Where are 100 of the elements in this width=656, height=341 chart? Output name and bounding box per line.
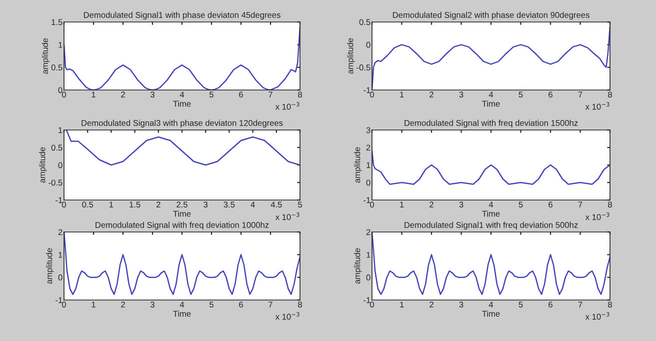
- x-tick-label: 6: [548, 302, 552, 308]
- y-axis-title: amplitude: [42, 38, 50, 74]
- text: x 10$^{−3}$: [275, 102, 300, 110]
- y-tick-label: -0.5: [48, 180, 62, 186]
- y-tick-label: 0: [58, 87, 62, 94]
- chart-title: Demodulated Signal1 with phase deviaton 45degrees: [84, 12, 280, 20]
- x-tick-label: 8: [608, 202, 612, 208]
- chart-title: Demodulated Signal1 with freq deviation 500hz: [404, 222, 578, 230]
- y-tick-label: 0: [366, 180, 370, 186]
- y-axis-title: amplitude: [347, 38, 355, 74]
- x-tick-label: 3: [204, 202, 208, 208]
- x-tick-label: 1: [400, 92, 404, 98]
- y-tick-label: 1: [366, 162, 370, 168]
- x-tick-label: 3: [459, 202, 464, 208]
- chart-title: Demodulated Signal3 with phase deviaton 120degrees: [82, 120, 283, 128]
- y-tick-label: 1.5: [52, 19, 62, 26]
- x-tick-label: 5: [518, 92, 523, 98]
- x-tick-label: 8: [608, 92, 612, 98]
- x-tick-label: 5: [518, 302, 523, 308]
- y-tick-label: 0.5: [51, 144, 62, 151]
- text: x 10$^{−3}$: [275, 312, 300, 320]
- x-tick-label: 6: [548, 92, 552, 98]
- x-axis-title: Time: [482, 100, 500, 107]
- x-tick-label: 6: [239, 92, 243, 98]
- x-tick-label: 4: [488, 202, 494, 208]
- x-tick-label: 0.5: [82, 202, 94, 208]
- y-tick-label: -1: [364, 197, 370, 204]
- y-tick-label: -1: [364, 297, 370, 304]
- x-tick-label: 8: [298, 302, 302, 308]
- y-tick-label: 0: [366, 42, 370, 48]
- x-axis-title: Time: [173, 310, 191, 317]
- y-tick-label: 0.5: [51, 64, 62, 70]
- chart-title: Demodulated Signal with freq deviation 1500hz: [404, 120, 578, 128]
- x-tick-label: 4: [488, 92, 494, 98]
- line-series: [372, 26, 610, 90]
- line-series: [372, 150, 610, 185]
- y-tick-label: 0: [58, 162, 62, 168]
- text: x 10$^{−3}$: [275, 212, 300, 220]
- x-tick-label: 7: [268, 302, 272, 308]
- text: x 10$^{−3}$: [585, 312, 610, 320]
- x-tick-label: 1: [400, 202, 404, 208]
- y-tick-label: 2: [58, 229, 62, 236]
- x-tick-label: 7: [578, 202, 582, 208]
- x-tick-label: 2: [156, 202, 160, 208]
- y-axis-title: amplitude: [46, 248, 54, 284]
- x-axis-title: Time: [482, 210, 500, 217]
- text: x 10$^{−3}$: [585, 102, 610, 110]
- y-tick-label: 3: [366, 127, 370, 134]
- y-axis-title: amplitude: [354, 147, 362, 183]
- x-tick-label: 7: [578, 92, 582, 98]
- x-tick-label: 1: [110, 202, 114, 208]
- x-tick-label: 5: [518, 202, 523, 208]
- x-tick-label: 1: [92, 92, 96, 98]
- x-axis-title: Time: [173, 100, 191, 107]
- y-tick-label: 0: [58, 274, 62, 280]
- y-axis-title: amplitude: [39, 147, 47, 183]
- x-tick-label: 2: [430, 202, 434, 208]
- x-tick-label: 5: [210, 302, 214, 308]
- y-tick-label: 1: [366, 252, 370, 258]
- x-tick-label: 4: [180, 302, 184, 308]
- y-tick-label: 2: [366, 144, 370, 151]
- x-tick-label: 4: [488, 302, 494, 308]
- chart-title: Demodulated Signal with freq deviation 1000hz: [96, 222, 269, 230]
- x-tick-label: 1: [92, 302, 96, 308]
- y-axis-title: amplitude: [354, 248, 362, 284]
- y-tick-label: 0: [366, 274, 370, 280]
- y-tick-label: 0.5: [359, 19, 370, 26]
- x-tick-label: 3: [150, 92, 154, 98]
- x-tick-label: 8: [608, 302, 612, 308]
- x-axis-title: Time: [173, 210, 191, 217]
- x-tick-label: 2: [430, 92, 434, 98]
- x-tick-label: 3: [459, 92, 464, 98]
- y-tick-label: 2: [366, 229, 370, 236]
- x-tick-label: 8: [298, 92, 302, 98]
- y-tick-label: -1: [364, 87, 370, 94]
- x-tick-label: 3: [459, 302, 464, 308]
- x-tick-label: 3: [150, 302, 154, 308]
- y-tick-label: 1: [58, 42, 62, 48]
- y-tick-label: -0.5: [356, 64, 370, 70]
- x-tick-label: 5: [210, 92, 214, 98]
- x-axis-title: Time: [482, 310, 500, 317]
- x-tick-label: 4: [180, 92, 184, 98]
- x-tick-label: 1: [400, 302, 404, 308]
- x-tick-label: 2.5: [176, 202, 188, 208]
- x-tick-label: 2: [121, 302, 125, 308]
- y-tick-label: -1: [56, 197, 62, 204]
- chart-title: Demodulated Signal2 with phase deviaton 90degrees: [393, 12, 590, 20]
- x-tick-label: 5: [298, 202, 302, 208]
- x-tick-label: 2: [121, 92, 125, 98]
- y-tick-label: 1: [58, 127, 62, 134]
- line-series: [64, 26, 300, 90]
- y-tick-label: -1: [56, 297, 62, 304]
- x-tick-label: 4: [250, 202, 255, 208]
- text: x 10$^{−3}$: [585, 212, 610, 220]
- x-tick-label: 3.5: [224, 202, 235, 208]
- y-tick-label: 1: [58, 252, 62, 258]
- x-tick-label: 4.5: [270, 202, 282, 208]
- x-tick-label: 6: [239, 302, 243, 308]
- x-tick-label: 7: [268, 92, 272, 98]
- x-tick-label: 7: [578, 302, 582, 308]
